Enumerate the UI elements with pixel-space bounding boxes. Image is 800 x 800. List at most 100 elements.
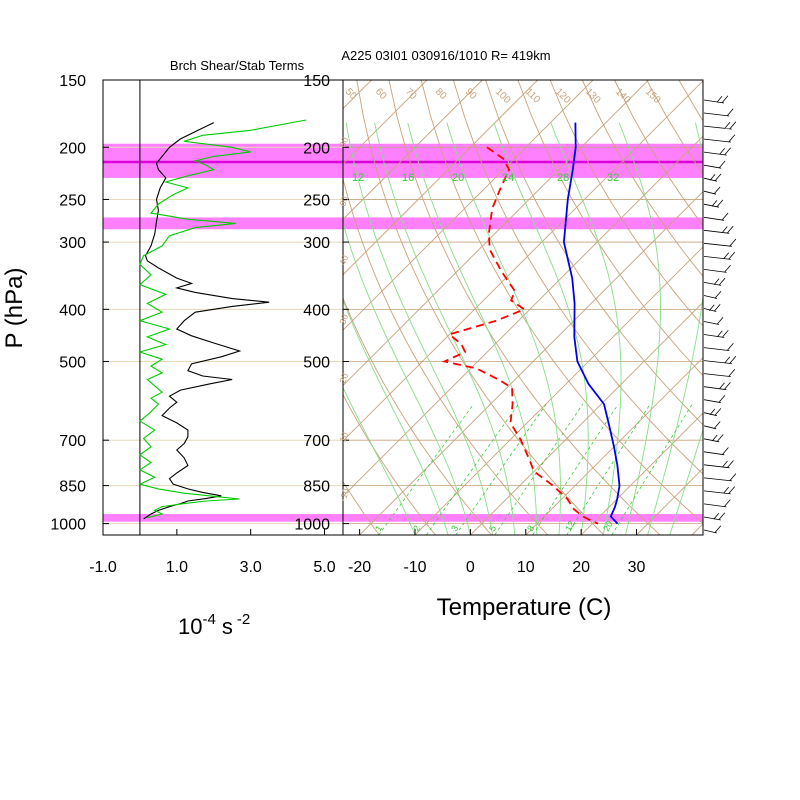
skewt-moist-adiabat [493,122,589,535]
skewt-dry-adiabat [743,80,800,535]
dry-adiabat-label: 80 [337,136,350,149]
skewt-dry-adiabat [343,393,436,535]
wind-barb [703,95,729,104]
mixing-ratio-bottom-label: 5 [487,524,498,533]
mixing-ratio-bottom-label: 3 [449,524,460,533]
right-x-axis-label: Temperature (C) [437,594,612,621]
skewt-dry-adiabat [581,80,703,277]
left-ytick-label: 500 [59,355,86,372]
right-ytick-label: 700 [303,433,330,450]
right-ytick-label: 1000 [294,517,330,534]
wind-barb [703,434,724,443]
dry-adiabat-label: 10 [337,431,350,444]
wind-barb [703,264,731,273]
right-panel-frame [342,79,704,536]
skewt-dry-adiabat [388,80,661,535]
mixing-ratio-label: 20 [452,172,464,184]
skewt-isotherm [359,190,703,535]
wind-barb [703,473,737,482]
wind-barb [703,486,736,495]
skewt-moist-adiabat [343,221,471,535]
right-ytick-label: 150 [303,73,330,90]
shear-stability-series [138,119,307,520]
skewt-isotherm [343,80,649,387]
temperature-line [562,122,621,525]
left-ytick-label: 700 [59,433,86,450]
wind-barb [703,212,729,221]
mixing-ratio-bottom-label: 8 [525,524,536,533]
isotherm-label: 50 [343,86,359,102]
x-label-exp2: -2 [237,611,250,628]
wind-barb [703,199,724,208]
temperature-dewpoint-series [441,122,621,525]
right-ytick-label: 300 [303,235,330,252]
left-ytick-label: 250 [59,192,86,209]
skewt-mixing-ratio-line [566,403,651,535]
skewt-isotherm [343,80,703,442]
right-band-2 [343,514,703,522]
dry-adiabat-label: 40 [337,254,350,267]
wind-barb [703,225,734,234]
skewt-moist-adiabat [345,122,493,535]
right-ytick-label: 250 [303,192,330,209]
skewt-isotherm [343,80,428,165]
wind-barb [703,382,731,391]
skewt-mixing-ratio-line [494,403,584,535]
wind-barb [703,395,726,404]
right-xtick-label: -10 [403,559,426,576]
shear-stab-series-1 [138,119,307,519]
wind-barbs [703,95,737,534]
right-ytick-label: 850 [303,479,330,496]
mixing-ratio-label: 24 [502,172,514,184]
wind-barb [703,447,729,456]
wind-barb [703,343,734,351]
skewt-dry-adiabat [549,80,703,327]
skewt-isotherm [414,246,703,535]
wind-barb [703,460,734,469]
wind-barb [703,173,722,182]
left-ytick-label: 300 [59,235,86,252]
left-chart-title: Brch Shear/Stab Terms [170,58,305,73]
skewt-mixing-ratio-line [425,403,519,535]
skewt-isotherm [343,80,594,331]
left-ytick-label: 150 [59,73,86,90]
wind-barb [703,421,721,430]
left-ytick-label: 200 [59,140,86,157]
x-label-base: 10 [178,614,202,639]
right-xtick-label: 0 [466,559,475,576]
skewt-moist-adiabat [550,122,622,535]
skewt-moist-adiabat [446,122,561,535]
skewt-mixing-ratio-line [378,403,474,535]
wind-barb [703,251,736,260]
wind-barb [703,290,722,299]
isotherm-label: 90 [463,86,479,102]
skewt-dry-adiabat [343,177,549,535]
skewt-isotherm [747,80,800,535]
right-x-ticks: -20 -10 0 10 20 30 [348,529,646,576]
wind-barb [703,134,736,143]
left-ytick-label: 1000 [50,517,86,534]
skewt-isotherm [343,80,539,276]
skewt-moist-adiabat [343,298,449,535]
wind-barb [703,369,736,377]
dry-adiabat-label: 20 [337,372,350,385]
shear-stab-series-0 [143,122,270,520]
y-axis-label: P (hPa) [1,268,28,349]
isotherm-label: 130 [583,86,603,106]
skewt-dry-adiabat [517,80,703,377]
skewt-mixing-ratio-line [532,403,619,535]
left-x-ticks: -1.0 1.0 3.0 5.0 [89,529,336,576]
mixing-ratio-bottom-label: 12 [563,519,577,533]
skewt-moist-adiabat [407,122,538,535]
mixing-ratio-bottom-label: 20 [601,519,615,533]
left-x-axis-label: 10-4 s -2 [178,611,250,639]
dewpoint-line [441,146,599,525]
wind-barb [703,525,722,534]
wind-barb [703,303,721,312]
mixing-ratio-label: 32 [607,172,619,184]
isotherm-label: 110 [523,86,542,105]
right-xtick-label: 10 [517,559,535,576]
skewt-background-lines [343,80,800,535]
wind-barb [703,121,737,130]
